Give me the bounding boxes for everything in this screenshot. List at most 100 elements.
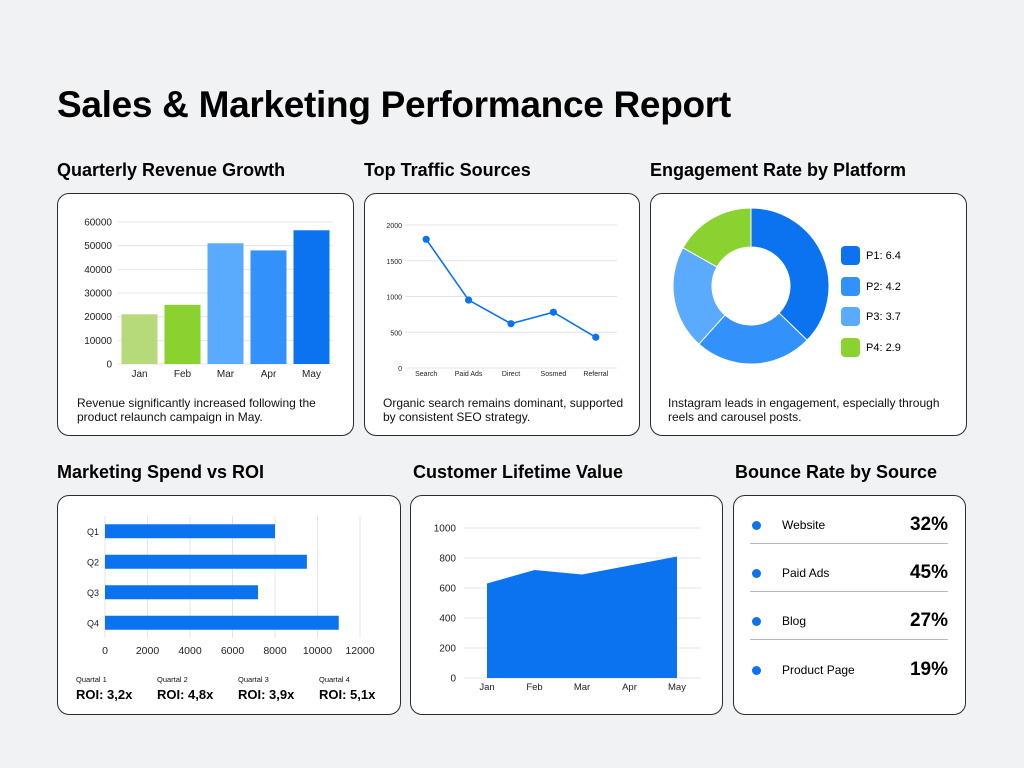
roi-value: ROI: 3,2x xyxy=(76,687,133,702)
bar xyxy=(207,243,244,364)
bounce-value: 19% xyxy=(909,659,948,680)
bar xyxy=(105,585,258,600)
legend-item-p4: P4: 2.9 xyxy=(841,338,901,357)
bar xyxy=(250,250,287,364)
y-tick-label: 600 xyxy=(439,584,456,595)
y-tick-label: 1000 xyxy=(434,524,457,535)
x-tick-label: May xyxy=(668,682,686,693)
roi-quarter-label: Quartal 1 xyxy=(76,675,107,684)
traffic-caption: Organic search remains dominant, support… xyxy=(383,396,624,424)
revenue-bar-chart: 0 10000 20000 30000 40000 50000 60000 Jan Feb Mar… xyxy=(84,218,333,380)
x-tick-label: Jan xyxy=(131,369,147,380)
data-point xyxy=(465,296,473,304)
bounce-label: Paid Ads xyxy=(782,566,830,580)
x-tick-label: 6000 xyxy=(221,645,245,657)
y-tick-label: 40000 xyxy=(84,265,112,276)
y-tick-label: 0 xyxy=(398,366,402,373)
engagement-donut-chart xyxy=(672,207,830,365)
engagement-caption: Instagram leads in engagement, especiall… xyxy=(668,396,940,424)
donut-slice xyxy=(750,207,830,341)
bounce-card: Website 32% Paid Ads 45% Blog 27% Produc… xyxy=(733,495,966,715)
x-tick-label: Mar xyxy=(217,369,235,380)
bullet-icon xyxy=(752,521,761,530)
roi-quarter-label: Quartal 4 xyxy=(319,675,350,684)
x-tick-label: Apr xyxy=(261,369,277,380)
legend-label: P1: 6.4 xyxy=(866,249,901,262)
y-tick-label: 1500 xyxy=(386,259,402,266)
x-tick-label: May xyxy=(302,369,321,380)
y-tick-label: 800 xyxy=(439,554,456,565)
page-title: Sales & Marketing Performance Report xyxy=(57,84,731,125)
bounce-row-website: Website 32% xyxy=(750,496,948,544)
traffic-card: 0 500 1000 1500 2000 Search Paid Ads Direct Sosm… xyxy=(364,193,640,436)
legend-item-p2: P2: 4.2 xyxy=(841,277,901,296)
engagement-card: P1: 6.4 P2: 4.2 P3: 3.7 P4: 2.9 Instagra… xyxy=(650,193,967,436)
roi-item-q2: Quartal 2 ROI: 4,8x xyxy=(157,675,213,702)
x-tick-label: 0 xyxy=(102,645,108,657)
y-tick-label: 60000 xyxy=(84,218,112,229)
donut-slice xyxy=(698,312,808,365)
donut-slice xyxy=(682,207,752,268)
x-tick-label: Referral xyxy=(583,371,608,378)
roi-quarter-label: Quartal 3 xyxy=(238,675,269,684)
x-tick-label: 2000 xyxy=(136,645,160,657)
x-tick-label: Direct xyxy=(502,371,520,378)
y-tick-label: 10000 xyxy=(84,336,112,347)
traffic-line-chart: 0 500 1000 1500 2000 Search Paid Ads Direct Sosm… xyxy=(386,223,617,378)
engagement-section-title: Engagement Rate by Platform xyxy=(650,160,907,180)
x-tick-label: Sosmed xyxy=(541,371,567,378)
bounce-row-product-page: Product Page 19% xyxy=(750,641,948,689)
y-tick-label: 500 xyxy=(390,330,402,337)
bounce-label: Product Page xyxy=(782,663,855,677)
x-tick-label: Search xyxy=(415,371,437,378)
y-tick-label: 0 xyxy=(450,674,456,685)
bounce-value: 27% xyxy=(909,610,948,631)
legend-item-p3: P3: 3.7 xyxy=(841,307,901,326)
bounce-label: Website xyxy=(782,518,826,532)
bar xyxy=(293,230,330,364)
y-tick-label: Q2 xyxy=(87,557,99,567)
x-tick-label: Feb xyxy=(526,682,542,693)
data-point xyxy=(592,333,600,341)
legend-item-p1: P1: 6.4 xyxy=(841,246,901,265)
roi-item-q3: Quartal 3 ROI: 3,9x xyxy=(238,675,294,702)
clv-card: 0 200 400 600 800 1000 Jan Feb Mar Apr May xyxy=(410,495,723,715)
y-tick-label: 1000 xyxy=(386,295,402,302)
bounce-label: Blog xyxy=(782,614,807,628)
roi-item-q1: Quartal 1 ROI: 3,2x xyxy=(76,675,132,702)
bar xyxy=(121,314,158,364)
y-tick-label: Q4 xyxy=(87,618,99,628)
y-tick-label: 0 xyxy=(106,360,112,371)
x-tick-label: 4000 xyxy=(178,645,202,657)
bounce-value: 32% xyxy=(909,514,948,535)
y-tick-label: 400 xyxy=(439,614,456,625)
bounce-row-blog: Blog 27% xyxy=(750,592,948,640)
spend-card: 0 2000 4000 6000 8000 10000 12000 Q1 Q2 Q3 Q4 Quar… xyxy=(57,495,401,715)
x-tick-label: Paid Ads xyxy=(455,371,483,378)
area-fill xyxy=(487,556,677,678)
roi-quarter-label: Quartal 2 xyxy=(157,675,188,684)
roi-value: ROI: 4,8x xyxy=(157,687,214,702)
x-tick-label: 10000 xyxy=(303,645,332,657)
data-point xyxy=(422,235,430,243)
y-tick-label: Q1 xyxy=(87,527,99,537)
y-tick-label: 200 xyxy=(439,644,456,655)
roi-value: ROI: 3,9x xyxy=(238,687,295,702)
bullet-icon xyxy=(752,666,761,675)
legend-label: P3: 3.7 xyxy=(866,310,901,323)
legend-swatch xyxy=(841,277,860,296)
clv-area-chart: 0 200 400 600 800 1000 Jan Feb Mar Apr May xyxy=(434,524,701,693)
y-tick-label: 30000 xyxy=(84,289,112,300)
bounce-section-title: Bounce Rate by Source xyxy=(735,462,938,482)
x-tick-label: Jan xyxy=(479,682,494,693)
bullet-icon xyxy=(752,617,761,626)
bar xyxy=(164,304,201,364)
legend-swatch xyxy=(841,246,860,265)
bounce-row-paid-ads: Paid Ads 45% xyxy=(750,544,948,592)
legend-swatch xyxy=(841,338,860,357)
roi-value: ROI: 5,1x xyxy=(319,687,376,702)
x-tick-label: 8000 xyxy=(263,645,287,657)
data-point xyxy=(507,320,515,328)
spend-section-title: Marketing Spend vs ROI xyxy=(57,462,265,482)
y-tick-label: Q3 xyxy=(87,588,99,598)
